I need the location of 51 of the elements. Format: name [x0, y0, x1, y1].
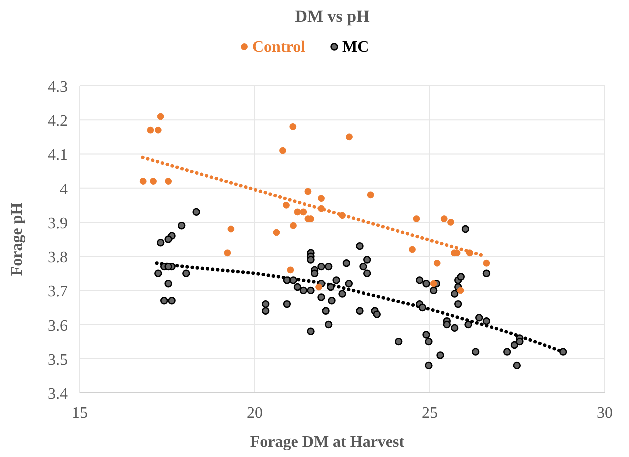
point — [318, 195, 325, 202]
point — [430, 280, 438, 288]
x-tick-label: 20 — [247, 405, 263, 422]
point — [300, 208, 308, 216]
y-tick-label: 3.7 — [48, 284, 68, 301]
y-tick-label: 4.3 — [48, 79, 68, 96]
point — [434, 260, 441, 267]
point — [157, 113, 164, 120]
point — [273, 229, 280, 236]
point — [165, 178, 172, 185]
point — [413, 216, 420, 222]
x-axis-title: Forage DM at Harvest — [250, 434, 406, 451]
point — [280, 147, 286, 154]
y-tick-label: 3.5 — [48, 352, 68, 369]
point — [316, 284, 322, 291]
point — [457, 287, 464, 294]
point — [440, 216, 448, 222]
point — [224, 250, 232, 257]
y-tick-label: 4.2 — [48, 113, 68, 130]
point — [154, 126, 162, 134]
x-tick-label: 30 — [597, 405, 613, 422]
point — [294, 208, 302, 216]
y-axis-title: Forage pH — [9, 202, 26, 276]
chart-title: DM vs pH — [295, 7, 370, 26]
point — [346, 134, 353, 141]
point — [140, 178, 147, 185]
point — [448, 218, 454, 226]
point — [290, 123, 297, 130]
point — [290, 222, 297, 230]
y-tick-label: 3.8 — [48, 250, 68, 267]
point — [339, 212, 346, 220]
point — [367, 192, 374, 199]
point — [304, 188, 312, 196]
point — [287, 266, 294, 274]
y-tick-label: 4 — [60, 181, 68, 198]
x-tick-label: 15 — [72, 405, 88, 422]
y-tick-label: 3.4 — [48, 386, 68, 403]
x-tick-label: 25 — [422, 405, 438, 422]
legend-label: MC — [342, 39, 370, 56]
point — [147, 126, 154, 134]
y-tick-label: 3.9 — [48, 215, 68, 232]
point — [466, 250, 474, 257]
point — [483, 260, 490, 267]
point — [228, 226, 235, 233]
point — [283, 202, 290, 209]
y-tick-label: 4.1 — [48, 147, 68, 164]
y-tick-label: 3.6 — [48, 318, 68, 335]
point — [150, 178, 157, 185]
point — [318, 205, 325, 212]
point — [409, 246, 416, 254]
legend-label: Control — [252, 39, 306, 56]
